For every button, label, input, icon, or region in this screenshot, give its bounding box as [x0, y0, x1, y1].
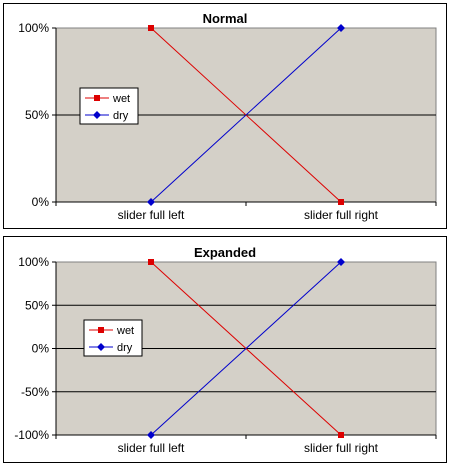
y-tick-label: -100% [14, 428, 49, 442]
legend-label-dry: dry [113, 110, 129, 122]
legend-marker-wet [94, 95, 100, 101]
chart-title: Normal [203, 11, 248, 26]
normal-chart-svg: Normal 0% 50% 100% slider full left slider f… [18, 11, 437, 222]
y-tick-label: -50% [21, 385, 49, 399]
expanded-chart-svg: Expanded -100% -50% 0% 50% 100% slider full l… [14, 245, 437, 455]
series-line-dry [150, 27, 342, 203]
x-tick-label: slider full left [118, 441, 185, 455]
y-tick-label: 100% [18, 255, 49, 269]
expanded-chart: Expanded -100% -50% 0% 50% 100% slider full l… [3, 236, 447, 463]
data-point-dry [337, 258, 345, 266]
legend-label-wet: wet [112, 93, 130, 105]
data-point-dry [147, 198, 155, 206]
normal-chart: Normal 0% 50% 100% slider full left slider f… [3, 3, 447, 229]
series-line-dry [150, 261, 342, 436]
x-tick-label: slider full right [304, 208, 379, 222]
legend-label-wet: wet [116, 325, 134, 337]
chart-title: Expanded [194, 245, 256, 260]
data-point-wet [148, 25, 154, 31]
data-point-dry [337, 24, 345, 32]
legend-box [83, 319, 143, 357]
data-point-wet [338, 199, 344, 205]
y-tick-label: 0% [32, 342, 50, 356]
legend-marker-wet [98, 327, 104, 333]
legend-label-dry: dry [117, 342, 133, 354]
y-tick-label: 100% [18, 21, 49, 35]
x-tick-label: slider full right [304, 441, 379, 455]
legend-marker-dry [97, 343, 105, 351]
data-point-dry [147, 431, 155, 439]
legend-marker-dry [93, 111, 101, 119]
legend-box [79, 87, 139, 125]
data-point-wet [338, 432, 344, 438]
x-tick-label: slider full left [118, 208, 185, 222]
y-tick-label: 50% [25, 108, 49, 122]
data-point-wet [148, 259, 154, 265]
y-tick-label: 50% [25, 298, 49, 312]
y-tick-label: 0% [32, 195, 50, 209]
